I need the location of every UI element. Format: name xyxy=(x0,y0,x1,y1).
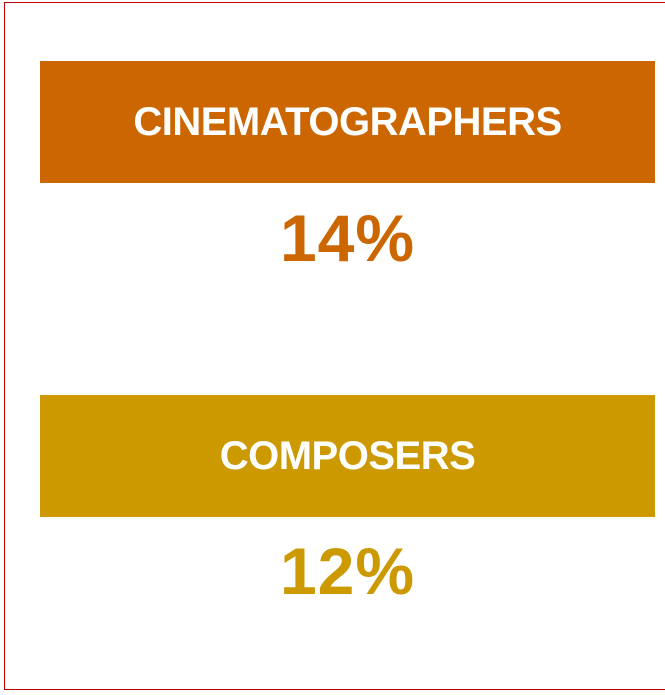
category-header: COMPOSERS xyxy=(40,395,655,517)
percentage: 14% xyxy=(279,201,416,275)
frame xyxy=(4,2,665,690)
category-header: CINEMATOGRAPHERS xyxy=(40,61,655,183)
percentage: 12% xyxy=(279,534,416,608)
